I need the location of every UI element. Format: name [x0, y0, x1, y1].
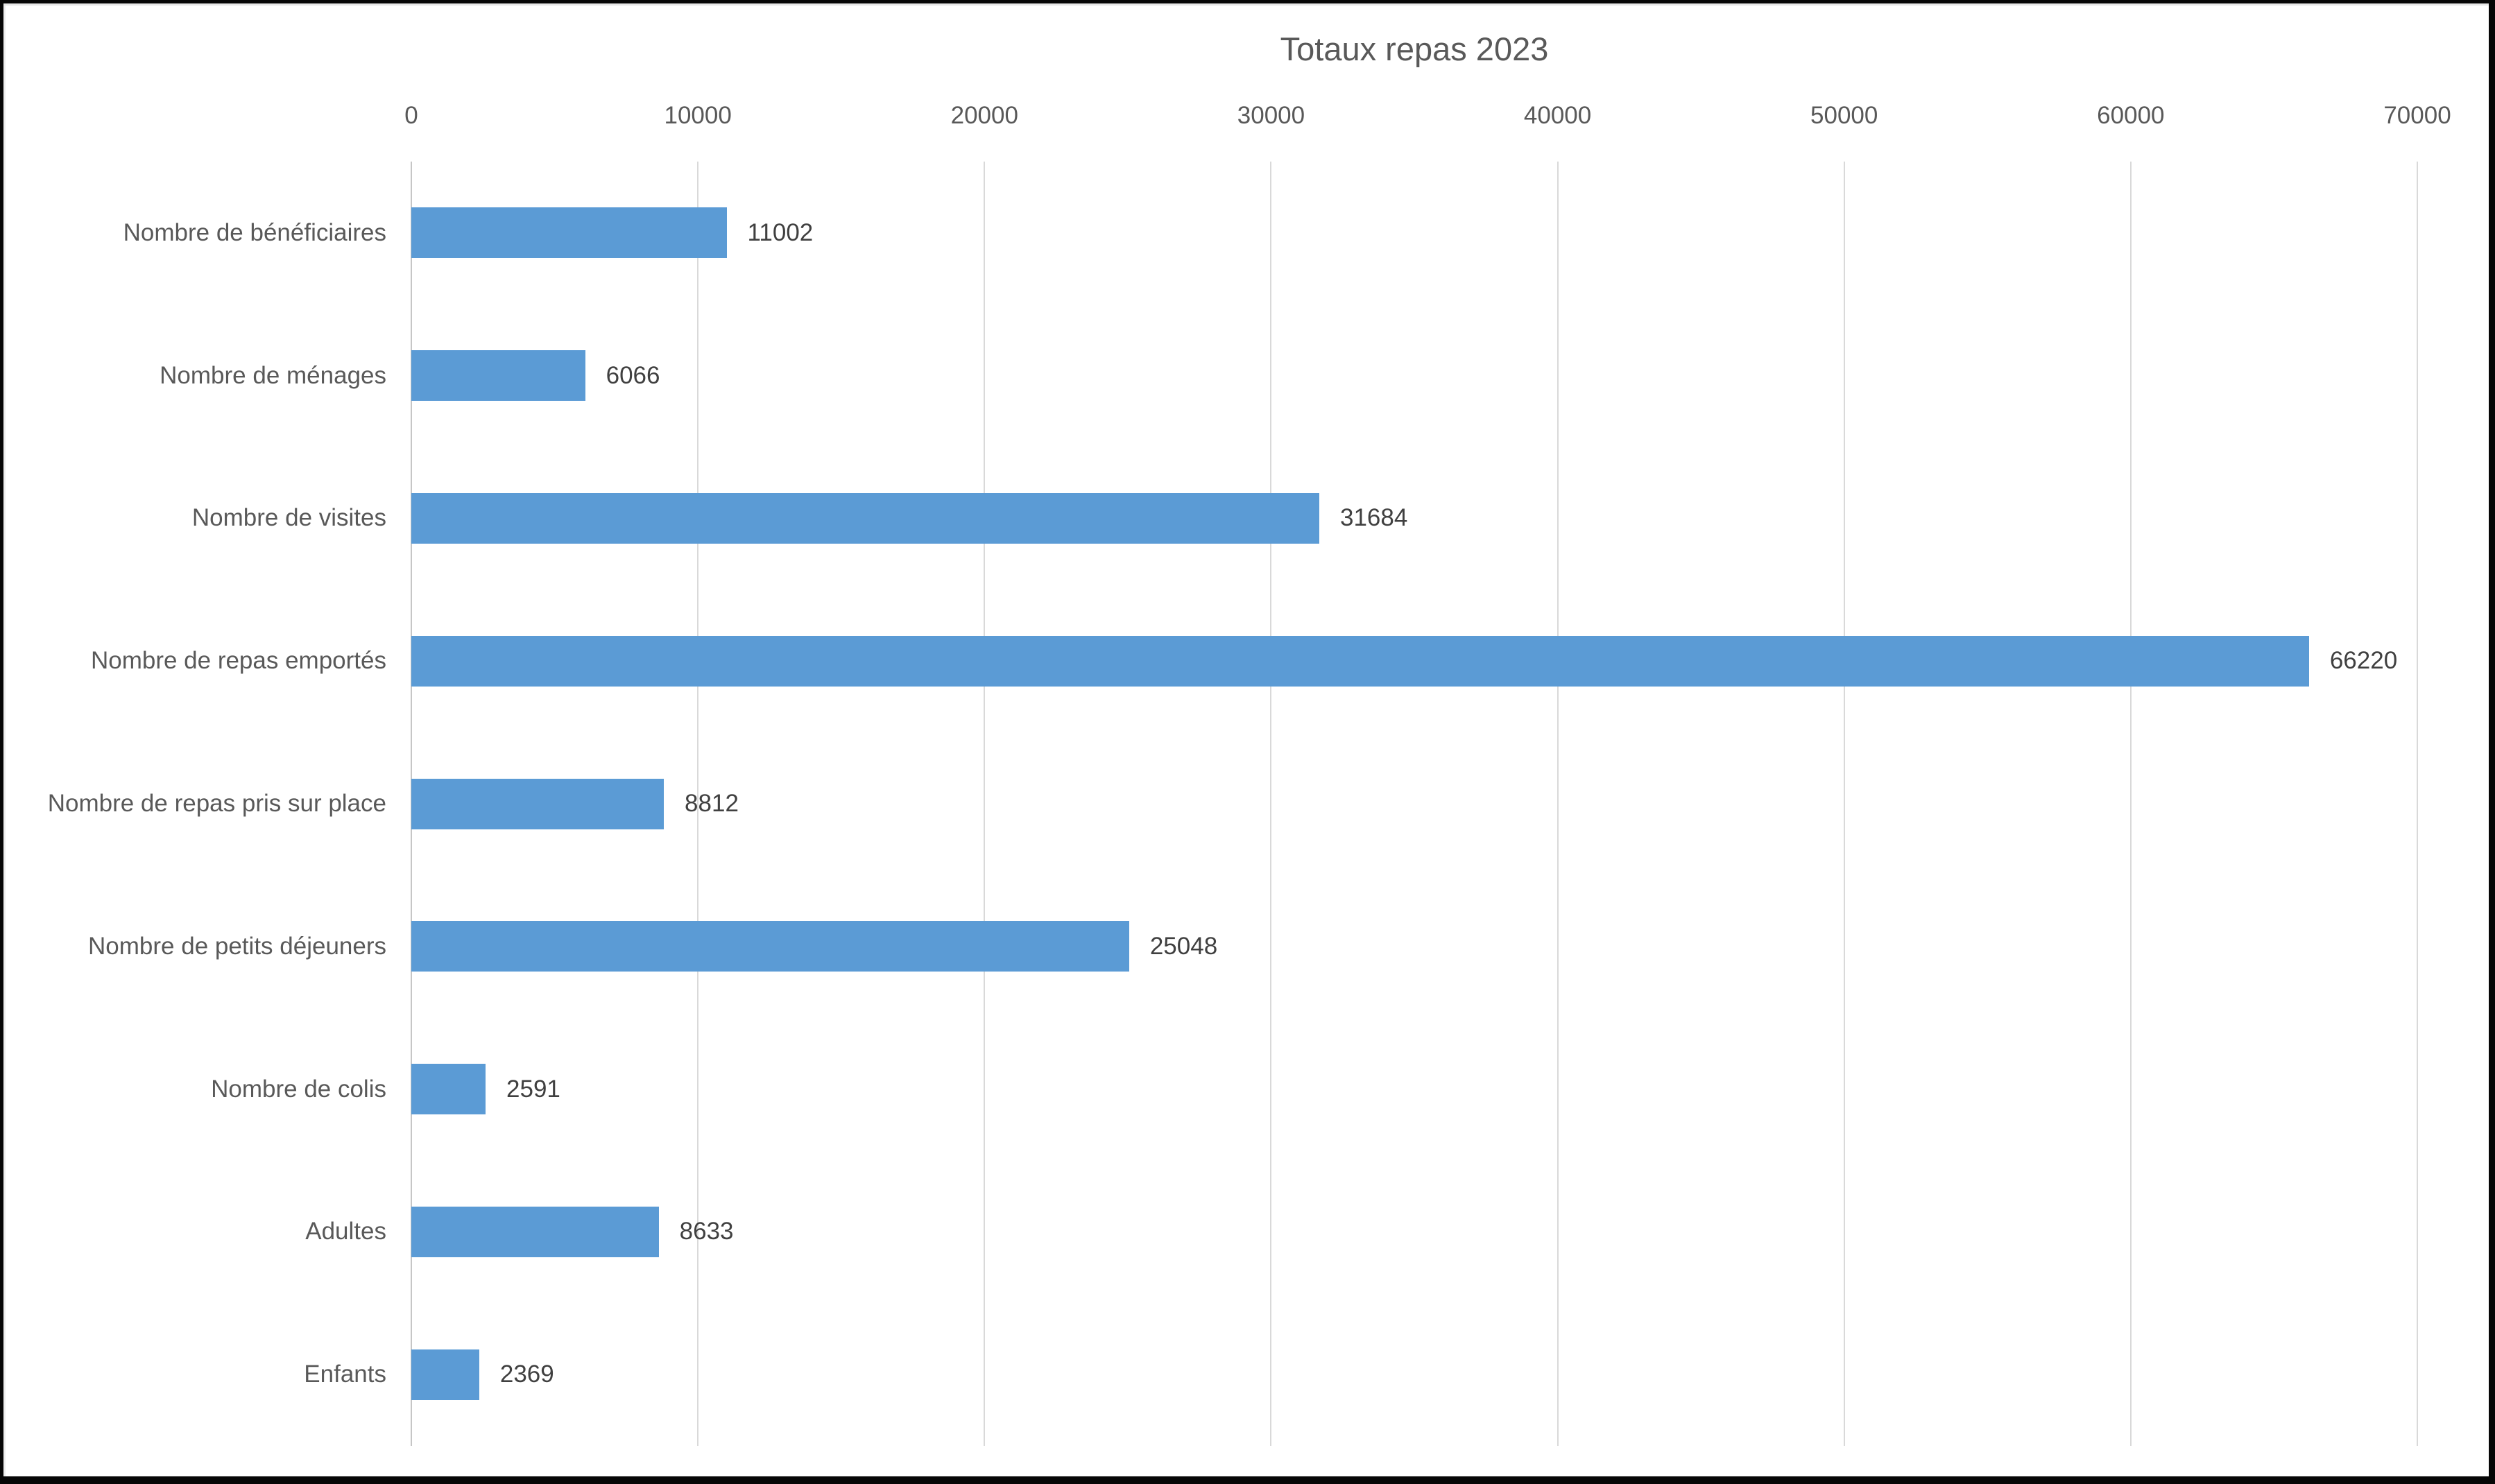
x-tick-label: 0	[404, 102, 418, 129]
bar-row: Nombre de repas emportés 66220	[3, 589, 2417, 732]
value-label: 2591	[506, 1075, 560, 1103]
bar-zone: 2369	[411, 1303, 2417, 1446]
category-label: Adultes	[305, 1218, 386, 1245]
bar-zone: 31684	[411, 447, 2417, 590]
bar-zone: 11002	[411, 162, 2417, 304]
category-label: Nombre de colis	[211, 1075, 386, 1103]
bar-zone: 25048	[411, 875, 2417, 1018]
x-tick-label: 50000	[1810, 102, 1878, 129]
bar-zone: 6066	[411, 304, 2417, 447]
category-label: Nombre de petits déjeuners	[88, 932, 386, 960]
value-label: 2369	[499, 1361, 554, 1388]
x-tick-label: 10000	[664, 102, 732, 129]
gridline	[1557, 162, 1559, 1446]
category-label: Nombre de ménages	[160, 361, 386, 389]
value-label: 31684	[1340, 504, 1408, 532]
bar-zone: 2591	[411, 1018, 2417, 1161]
x-tick-label: 60000	[2097, 102, 2165, 129]
bar-row: Nombre de petits déjeuners 25048	[3, 875, 2417, 1018]
bar	[411, 207, 727, 259]
value-label: 8633	[679, 1218, 734, 1245]
bar-rows: Nombre de bénéficiaires 11002 Nombre de mé…	[3, 162, 2417, 1446]
x-tick-label: 70000	[2383, 102, 2451, 129]
bar	[411, 1206, 659, 1257]
bar-row: Nombre de visites 31684	[3, 447, 2417, 590]
gridline	[1270, 162, 1272, 1446]
x-axis: 0 10000 20000 30000 40000 50000 60000 70000	[404, 102, 2451, 144]
bar	[411, 350, 585, 402]
x-tick-label: 20000	[950, 102, 1018, 129]
bar-row: Nombre de ménages 6066	[3, 304, 2417, 447]
bar-zone: 8812	[411, 732, 2417, 875]
category-label: Nombre de visites	[191, 504, 386, 532]
bar-row: Adultes 8633	[3, 1160, 2417, 1303]
bar	[411, 492, 1319, 544]
bar-row: Enfants 2369	[3, 1303, 2417, 1446]
value-label: 25048	[1149, 932, 1218, 960]
bar-zone: 66220	[411, 589, 2417, 732]
gridline	[1843, 162, 1845, 1446]
bar-row: Nombre de bénéficiaires 11002	[3, 162, 2417, 304]
category-label: Enfants	[304, 1361, 386, 1388]
gridline	[2129, 162, 2132, 1446]
gridline	[697, 162, 699, 1446]
bar-row: Nombre de colis 2591	[3, 1018, 2417, 1161]
category-label: Nombre de repas pris sur place	[47, 790, 386, 818]
bar-row: Nombre de repas pris sur place 8812	[3, 732, 2417, 875]
value-label: 8812	[685, 790, 739, 818]
value-label: 66220	[2329, 647, 2398, 675]
x-tick-label: 30000	[1237, 102, 1305, 129]
category-label: Nombre de repas emportés	[90, 647, 386, 675]
bar	[411, 921, 1129, 972]
bar	[411, 1349, 479, 1400]
gridline	[2417, 162, 2418, 1446]
bar	[411, 778, 665, 829]
bar-zone: 8633	[411, 1160, 2417, 1303]
value-label: 6066	[606, 361, 660, 389]
gridline	[984, 162, 986, 1446]
bar	[411, 635, 2309, 687]
bar	[411, 1064, 486, 1115]
category-label: Nombre de bénéficiaires	[123, 218, 386, 246]
value-label: 11002	[747, 218, 814, 246]
x-tick-label: 40000	[1523, 102, 1592, 129]
chart-title: Totaux repas 2023	[1280, 31, 1549, 67]
